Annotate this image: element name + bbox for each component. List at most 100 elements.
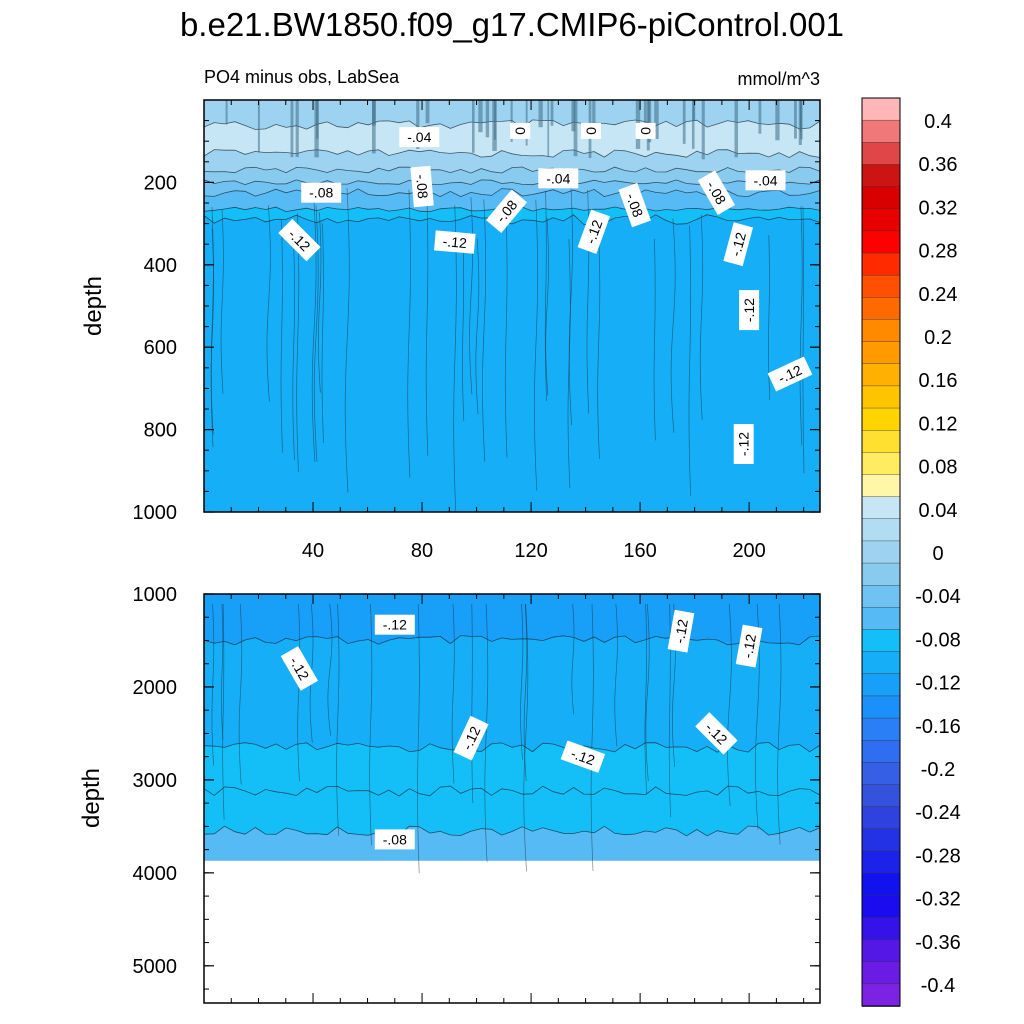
contour-line — [266, 205, 271, 402]
contour-line — [297, 603, 301, 782]
surface-streak — [547, 100, 550, 157]
svg-text:-.12: -.12 — [739, 633, 759, 660]
surface-streak — [692, 100, 695, 149]
contour-label: -.12 — [667, 609, 695, 653]
contour-line — [484, 603, 489, 863]
contour-line — [204, 149, 820, 159]
svg-text:-.08: -.08 — [383, 831, 407, 847]
svg-text:-.12: -.12 — [582, 218, 605, 246]
colorbar-swatch — [861, 518, 901, 542]
surface-streak — [525, 100, 528, 146]
contour-band — [204, 635, 820, 760]
colorbar-swatch — [861, 607, 901, 631]
colorbar-swatch — [861, 452, 901, 476]
contour-label: -.12 — [434, 230, 476, 254]
contour-line — [523, 603, 529, 872]
contour-line — [544, 190, 547, 401]
contour-label: -.08 — [301, 182, 342, 203]
contour-line — [688, 225, 692, 496]
colorbar-tick-label: -0.36 — [915, 932, 961, 954]
colorbar-tick-label: 0.2 — [924, 327, 952, 349]
y-tick-label: 2000 — [133, 677, 178, 699]
contour-line — [482, 199, 487, 462]
surface-streak — [682, 100, 686, 144]
contour-line — [802, 206, 805, 474]
colorbar-swatch — [861, 496, 901, 520]
surface-streak — [485, 100, 490, 138]
contour-line — [417, 603, 420, 874]
surface-streak — [290, 100, 294, 158]
svg-text:-.12: -.12 — [736, 432, 752, 456]
contour-label: -.08 — [410, 165, 434, 208]
upper-y-axis-title: depth — [80, 276, 107, 336]
contour-label: -.12 — [577, 209, 611, 255]
contour-label: -.12 — [560, 740, 606, 773]
surface-streak — [654, 100, 659, 139]
contour-line — [597, 229, 601, 460]
contour-line — [296, 213, 300, 473]
surface-streak — [492, 100, 497, 151]
lower-plot-frame — [203, 593, 821, 1004]
contour-line — [204, 214, 820, 225]
colorbar-swatch — [861, 540, 901, 564]
surface-streak — [295, 100, 299, 158]
y-tick-label: 800 — [144, 420, 177, 442]
colorbar-swatch — [861, 474, 901, 498]
surface-streak — [478, 100, 483, 133]
colorbar-swatch — [861, 939, 901, 963]
lower-contour-panel: -.12-.12-.12-.12-.12-.12-.12-.08 1000200… — [78, 584, 821, 1004]
contour-label: 0 — [510, 122, 531, 139]
surface-streak — [257, 100, 260, 153]
contour-line — [336, 603, 340, 836]
contour-line — [204, 635, 820, 646]
y-tick-label: 200 — [144, 172, 177, 194]
surface-streak — [592, 100, 596, 128]
contour-band — [204, 214, 820, 512]
contour-line — [469, 197, 474, 395]
surface-streak — [225, 100, 228, 125]
colorbar-swatch — [861, 695, 901, 719]
contour-line — [280, 219, 283, 453]
colorbar-swatch — [861, 784, 901, 808]
colorbar-tick-label: 0.4 — [924, 111, 952, 133]
x-tick-label: 80 — [411, 540, 433, 562]
colorbar-tick-label: -0.24 — [915, 802, 961, 824]
surface-streak — [372, 100, 376, 154]
colorbar-tick-label: 0.04 — [919, 500, 958, 522]
contour-line — [451, 603, 455, 784]
colorbar-swatch — [861, 673, 901, 697]
contour-line — [567, 239, 571, 488]
colorbar-swatch — [861, 585, 901, 609]
surface-streak — [734, 100, 738, 158]
contour-label: 0 — [635, 122, 656, 139]
x-tick-label: 40 — [302, 540, 324, 562]
left-subtitle: PO4 minus obs, LabSea — [204, 67, 400, 87]
contour-line — [504, 208, 508, 458]
contour-line — [369, 603, 373, 846]
colorbar-tick-label: 0.32 — [919, 197, 958, 219]
colorbar-tick-label: 0.24 — [919, 284, 958, 306]
surface-streak — [758, 100, 762, 134]
contour-label: 0 — [581, 122, 601, 139]
colorbar-tick-label: 0.08 — [919, 457, 958, 479]
contour-label: -.12 — [374, 614, 415, 635]
svg-text:0: 0 — [512, 127, 528, 135]
contour-line — [799, 206, 803, 446]
colorbar-tick-label: -0.08 — [915, 629, 961, 651]
colorbar-tick-label: -0.32 — [915, 889, 961, 911]
x-tick-label: 120 — [514, 540, 547, 562]
colorbar-tick-label: 0.16 — [919, 370, 958, 392]
colorbar-swatch — [861, 430, 901, 454]
x-tick-label: 160 — [623, 540, 656, 562]
contour-line — [699, 214, 704, 420]
contour-line — [534, 199, 539, 491]
right-subtitle: mmol/m^3 — [738, 69, 820, 89]
colorbar-swatch — [861, 762, 901, 786]
contour-line — [211, 603, 215, 766]
colorbar-swatch — [861, 97, 901, 121]
contour-line — [222, 603, 225, 820]
contour-line — [571, 603, 575, 715]
surface-streak — [316, 100, 319, 139]
contour-line — [670, 218, 676, 433]
